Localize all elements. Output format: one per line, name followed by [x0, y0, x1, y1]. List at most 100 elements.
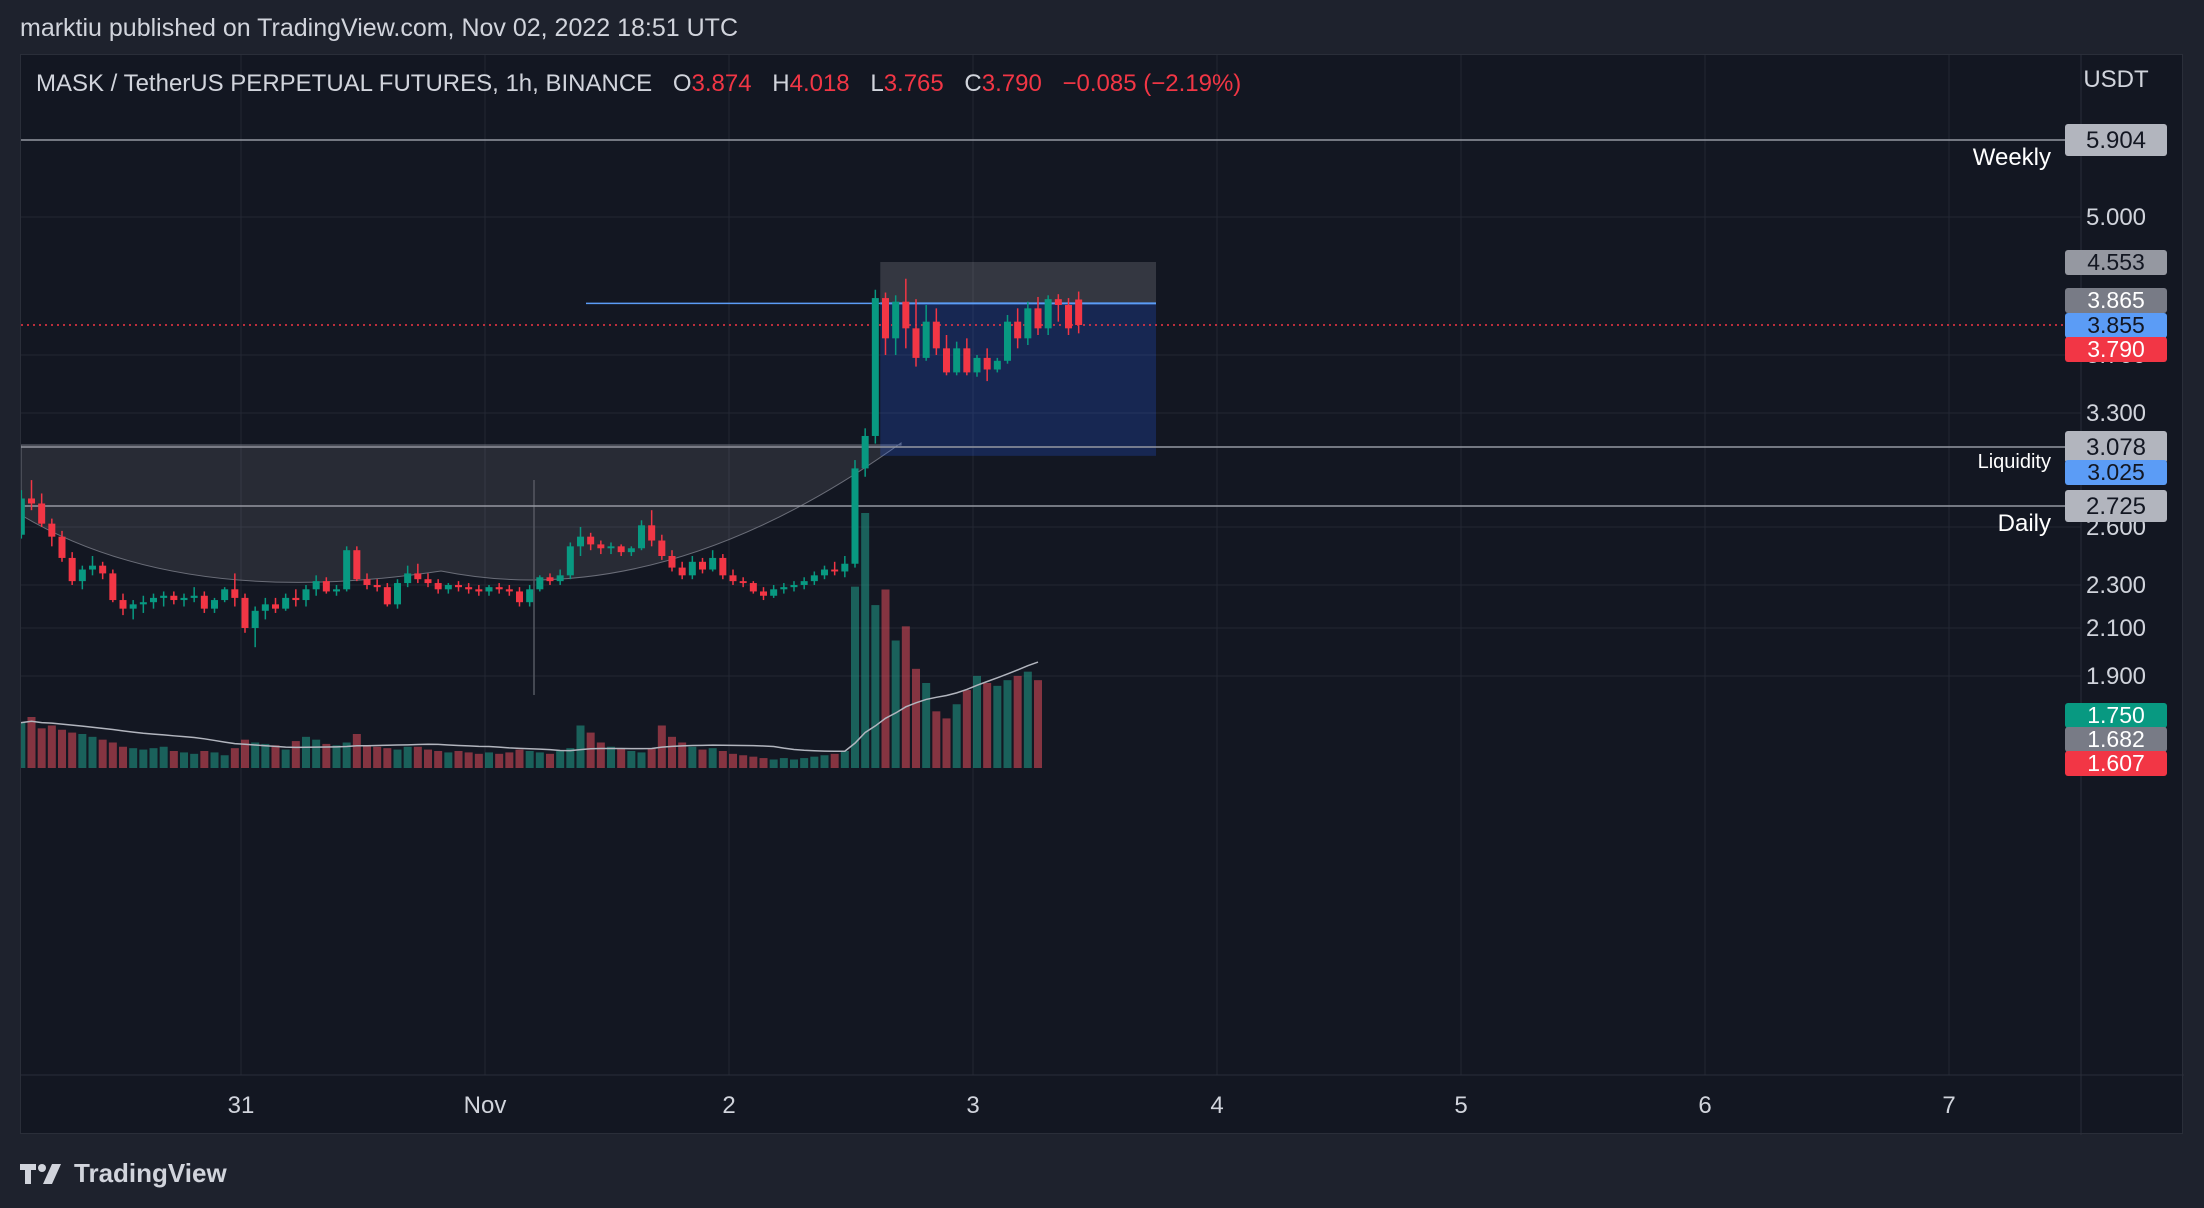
footer-brand[interactable]: TradingView — [20, 1158, 227, 1189]
level-price-tag: 5.904 — [2065, 124, 2167, 156]
volume-bar — [383, 748, 392, 768]
candle — [587, 532, 595, 551]
candle-body — [943, 348, 950, 373]
price-tag-text: 1.682 — [2087, 726, 2145, 752]
candle-body — [68, 557, 76, 582]
candle — [973, 355, 981, 377]
volume-ma-line — [21, 661, 1039, 753]
close-value: 3.790 — [981, 70, 1042, 97]
symbol-label[interactable]: MASK / TetherUS PERPETUAL FUTURES, 1h, B… — [36, 70, 653, 97]
candle-body — [139, 602, 147, 605]
candle — [160, 591, 168, 607]
price-tag: 1.682 — [2065, 726, 2167, 752]
volume-bar — [88, 736, 97, 768]
candle-body — [719, 557, 727, 576]
price-tag: 3.855 — [2065, 312, 2167, 338]
candle — [363, 573, 371, 590]
level-price-tag: 2.725 — [2065, 490, 2167, 522]
candle — [180, 593, 188, 607]
price-tag: 1.607 — [2065, 750, 2167, 776]
candle-body — [739, 581, 747, 584]
candle — [231, 573, 239, 607]
volume-bar — [434, 751, 443, 768]
candle — [516, 587, 523, 607]
volume-bar — [983, 683, 992, 768]
volume-bar — [800, 758, 809, 768]
candle — [780, 583, 788, 594]
candle-body — [658, 540, 666, 556]
x-tick-label: Nov — [464, 1092, 507, 1119]
low-value: 3.765 — [883, 70, 944, 97]
candle — [668, 550, 676, 572]
volume-bar — [505, 752, 514, 768]
candle — [261, 597, 269, 620]
volume-bar — [180, 752, 188, 768]
candle-body — [99, 565, 107, 574]
candle-body — [1004, 321, 1011, 361]
open-value: 3.874 — [691, 70, 752, 97]
volume-bar — [790, 759, 798, 768]
candle — [749, 581, 757, 594]
candle-body — [170, 595, 178, 601]
volume-bar — [566, 748, 575, 768]
candle — [333, 585, 340, 596]
candle — [292, 589, 300, 607]
chart-svg[interactable]: WeeklyLiquidityDaily5.0003.7003.3002.600… — [21, 55, 2184, 1135]
candle-body — [363, 579, 371, 585]
volume-bar — [78, 734, 87, 768]
volume-bar — [444, 752, 453, 768]
candle-body — [1054, 299, 1062, 305]
volume-bar — [251, 742, 260, 768]
volume-bar — [698, 749, 707, 768]
chart-legend: MASK / TetherUS PERPETUAL FUTURES, 1h, B… — [36, 70, 1241, 98]
candle — [546, 573, 554, 585]
candle-body — [546, 577, 554, 582]
volume-bar — [810, 756, 819, 768]
candle-body — [627, 548, 635, 553]
price-tag-text: 3.078 — [2086, 434, 2146, 461]
candle — [831, 561, 839, 576]
low-label: L — [870, 70, 884, 97]
candle-body — [892, 301, 900, 339]
tradingview-logo-icon — [20, 1163, 61, 1184]
candle-body — [1014, 321, 1022, 339]
chart-area[interactable]: WeeklyLiquidityDaily5.0003.7003.3002.600… — [20, 54, 2184, 1135]
candle — [526, 585, 534, 607]
volume-bar — [922, 683, 931, 768]
candle-body — [292, 597, 300, 601]
close-label: C — [964, 70, 982, 97]
candle-body — [312, 581, 320, 590]
candle — [709, 550, 717, 572]
candle-body — [800, 581, 808, 585]
candle-body — [211, 600, 218, 609]
high-label: H — [772, 70, 790, 97]
price-tag-bg — [2065, 460, 2167, 485]
candle-body — [424, 579, 432, 584]
candle — [790, 581, 798, 592]
candle-body — [810, 575, 818, 582]
volume-bar — [281, 749, 290, 768]
volume-bar — [424, 749, 432, 768]
candle-body — [831, 569, 839, 572]
candle — [1075, 291, 1083, 334]
x-tick-label: 4 — [1210, 1092, 1223, 1119]
volume-bar — [952, 704, 961, 768]
x-tick-label: 31 — [228, 1092, 255, 1119]
volume-bar — [108, 742, 117, 768]
candle-body — [48, 523, 56, 537]
candle-body — [861, 435, 869, 469]
candle-body — [577, 536, 584, 547]
price-tag-text: 2.725 — [2086, 493, 2146, 520]
candle-body — [394, 583, 401, 605]
x-tick-label: 3 — [966, 1092, 979, 1119]
candle — [861, 428, 869, 477]
candle-body — [953, 348, 961, 373]
candle — [617, 544, 625, 556]
volume-bar — [1003, 680, 1012, 768]
candle — [739, 577, 747, 588]
price-tag-text: 3.790 — [2087, 336, 2145, 362]
candle-body — [566, 546, 574, 576]
candle — [810, 571, 818, 585]
candle-body — [241, 597, 249, 628]
volume-bar — [413, 746, 422, 768]
